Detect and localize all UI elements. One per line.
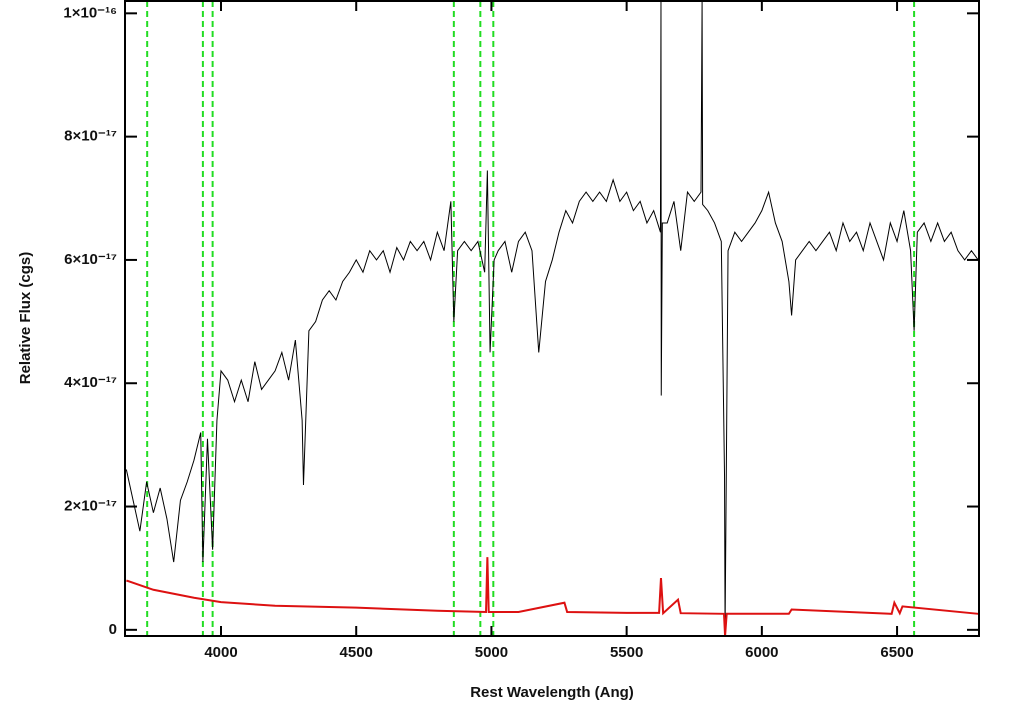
y-tick-label: 0 bbox=[109, 621, 117, 638]
spectrum-line bbox=[125, 1, 979, 630]
x-tick-label: 4500 bbox=[340, 644, 373, 661]
x-tick-label: 6500 bbox=[880, 644, 913, 661]
x-tick-label: 5000 bbox=[475, 644, 508, 661]
spectrum-line bbox=[126, 557, 979, 636]
y-tick-label: 8×10⁻¹⁷ bbox=[64, 128, 117, 145]
plot-area bbox=[125, 1, 979, 636]
x-axis-label: Rest Wavelength (Ang) bbox=[470, 684, 634, 701]
y-axis-label: Relative Flux (cgs) bbox=[17, 252, 34, 385]
plot-frame bbox=[124, 0, 980, 637]
x-tick-label: 6000 bbox=[745, 644, 778, 661]
x-tick-label: 5500 bbox=[610, 644, 643, 661]
y-tick-label: 4×10⁻¹⁷ bbox=[64, 374, 117, 391]
x-tick-label: 4000 bbox=[204, 644, 237, 661]
y-tick-label: 2×10⁻¹⁷ bbox=[64, 498, 117, 515]
y-tick-label: 6×10⁻¹⁷ bbox=[64, 251, 117, 268]
y-tick-label: 1×10⁻¹⁶ bbox=[63, 4, 117, 21]
